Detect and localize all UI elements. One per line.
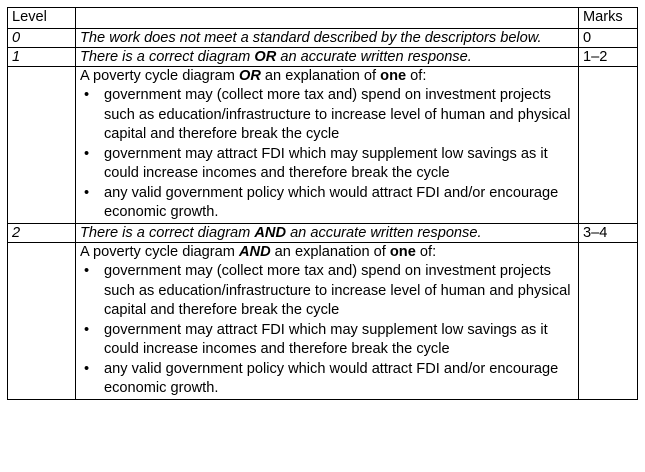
level-cell: 0 [7, 27, 76, 48]
table-row-level-2: 2 There is a correct diagram AND an accu… [7, 222, 638, 243]
descriptor-cell: The work does not meet a standard descri… [75, 27, 579, 48]
header-row: Level Marks [7, 7, 638, 29]
table-row-level-1: 1 There is a correct diagram OR an accur… [7, 46, 638, 67]
bullet-list: government may (collect more tax and) sp… [80, 86, 574, 223]
marks-cell: 1–2 [578, 46, 638, 67]
detail-intro: A poverty cycle diagram OR an explanatio… [80, 67, 427, 84]
list-item: any valid government policy which would … [84, 360, 574, 399]
levels-table: Level Marks 0 The work does not meet a s… [7, 7, 638, 400]
level-header: Level [7, 7, 76, 29]
descriptor-cell: There is a correct diagram AND an accura… [75, 222, 579, 243]
detail-row-level-2: A poverty cycle diagram AND an explanati… [7, 241, 638, 400]
table-row-level-0: 0 The work does not meet a standard desc… [7, 27, 638, 48]
level-cell: 2 [7, 222, 76, 243]
empty-cell [578, 241, 638, 400]
detail-cell: A poverty cycle diagram AND an explanati… [75, 241, 579, 400]
detail-row-level-1: A poverty cycle diagram OR an explanatio… [7, 65, 638, 224]
descriptor-header [75, 7, 579, 29]
list-item: any valid government policy which would … [84, 184, 574, 223]
marks-cell: 0 [578, 27, 638, 48]
level-cell: 1 [7, 46, 76, 67]
list-item: government may (collect more tax and) sp… [84, 262, 574, 321]
descriptor-cell: There is a correct diagram OR an accurat… [75, 46, 579, 67]
detail-cell: A poverty cycle diagram OR an explanatio… [75, 65, 579, 224]
detail-intro: A poverty cycle diagram AND an explanati… [80, 243, 437, 260]
empty-cell [7, 241, 76, 400]
marks-cell: 3–4 [578, 222, 638, 243]
bullet-list: government may (collect more tax and) sp… [80, 262, 574, 399]
list-item: government may attract FDI which may sup… [84, 321, 574, 360]
list-item: government may (collect more tax and) sp… [84, 86, 574, 145]
list-item: government may attract FDI which may sup… [84, 145, 574, 184]
empty-cell [7, 65, 76, 224]
empty-cell [578, 65, 638, 224]
marks-header: Marks [578, 7, 638, 29]
